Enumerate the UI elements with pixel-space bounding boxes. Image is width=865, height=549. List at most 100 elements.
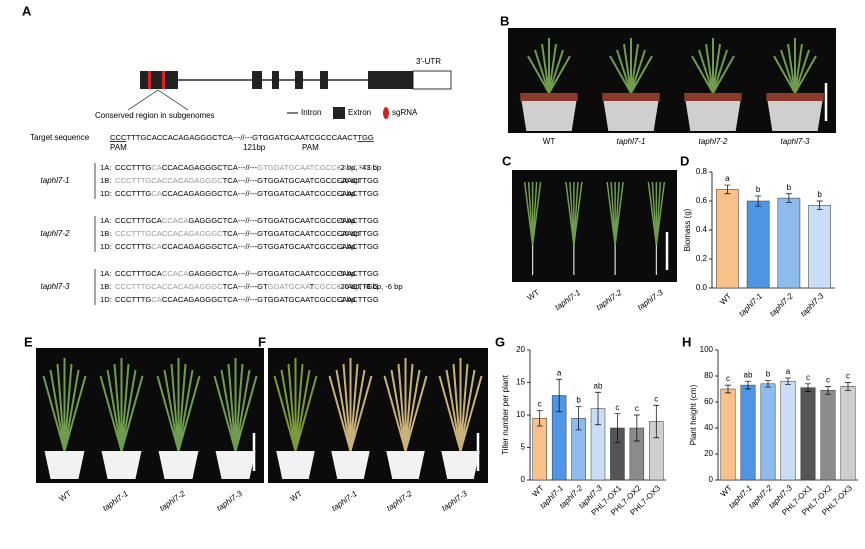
leaf xyxy=(113,363,123,452)
sequence: CCCTTTGCACCACAGAGGGCTCA---//---GTGGATGCA… xyxy=(115,189,379,198)
bar xyxy=(716,189,739,289)
genome-label: 1D: xyxy=(100,189,112,198)
leaf xyxy=(220,369,237,452)
edit-note: -26 bp xyxy=(338,229,360,238)
sequence-segment: CA xyxy=(151,242,162,251)
sequence-segment: TCA---//---GTGGATGCAATCGCCCAACTTGG xyxy=(223,176,379,185)
leaf xyxy=(404,363,414,452)
leaf xyxy=(280,369,297,452)
leaf xyxy=(234,375,258,452)
leaf xyxy=(705,43,714,94)
error-bar xyxy=(725,384,731,394)
bar xyxy=(780,380,796,481)
genotype-label: WT xyxy=(289,489,304,504)
y-tick-label: 20 xyxy=(704,449,713,458)
edit-note: -2 bp, -43 bp xyxy=(338,163,381,172)
sequence: CCCTTTGCACCACAGAGGGCTCA---//---GTGGATGCA… xyxy=(115,163,379,172)
sequence-segment: CCC xyxy=(110,133,127,142)
genotype-label: taphl7-1 xyxy=(330,489,359,513)
sequence-segment: CCACAGAGGGCTCA---//---GTGGATGCAATCGCCCAA… xyxy=(162,189,379,198)
sequence: CCCTTTGCACCACAGAGGGCTCA---//---GTGGATGCA… xyxy=(115,242,379,251)
error-bar xyxy=(755,195,762,207)
group-label: taphl7-2 xyxy=(41,229,70,238)
genome-label: 1A: xyxy=(100,163,111,172)
significance-letter: b xyxy=(766,370,771,379)
genome-label: 1D: xyxy=(100,242,112,251)
edit-note: -2 bp xyxy=(338,189,355,198)
significance-letter: b xyxy=(576,396,581,405)
sequence-segment: GAGGGCTCA---//---GTGGATGCAATCGCCCAACTTGG xyxy=(188,269,378,278)
leaf xyxy=(780,49,796,94)
sequence-segment: CA xyxy=(151,163,162,172)
edit-note: -5 bp xyxy=(338,269,355,278)
significance-letter: ab xyxy=(594,381,603,390)
panel-label: D xyxy=(680,153,689,168)
genotype-label: WT xyxy=(526,288,541,303)
leaf xyxy=(773,55,796,94)
pot xyxy=(44,451,85,479)
y-tick-label: 100 xyxy=(700,345,714,354)
panel-label: A xyxy=(22,3,32,18)
leaf xyxy=(156,375,180,452)
pot xyxy=(684,93,742,131)
exon xyxy=(140,71,178,89)
y-tick-label: 5 xyxy=(521,443,526,452)
y-tick-label: 0.4 xyxy=(696,225,708,234)
genotype-label: taphl7-3 xyxy=(215,489,244,513)
leaf xyxy=(534,49,550,94)
pot xyxy=(276,451,315,479)
error-bar xyxy=(575,406,582,431)
y-tick-label: 60 xyxy=(704,397,713,406)
leaf xyxy=(56,363,66,452)
leaf xyxy=(459,369,476,452)
error-bar xyxy=(816,200,823,211)
sequence-segment: CCACAGAGGGCTCA---//--- xyxy=(162,163,258,172)
sequence-segment: GAGGGCTCA---//---GTGGATGCAATCGCCCAACTTGG xyxy=(188,216,378,225)
leaf xyxy=(630,49,646,94)
bar xyxy=(777,197,801,289)
sequence-segment: CCCTTTG xyxy=(115,242,151,251)
target-label: Target sequence xyxy=(30,133,90,142)
leaf xyxy=(99,375,123,452)
panel-label: B xyxy=(500,13,509,28)
leaf xyxy=(445,369,462,452)
sequence-segment: GTGGATGCAATCGCCCAACTTGG xyxy=(257,163,379,172)
error-bar xyxy=(653,404,660,439)
genome-label: 1A: xyxy=(100,216,111,225)
leaf xyxy=(630,55,653,94)
leaf xyxy=(609,55,632,94)
significance-letter: c xyxy=(615,403,619,412)
y-tick-label: 0 xyxy=(521,475,526,484)
bar xyxy=(820,390,836,481)
leaf xyxy=(459,375,483,452)
callout xyxy=(127,89,159,111)
sequence-segment: CCCTTTGCACCACAGAGGGC xyxy=(115,176,223,185)
genotype-label: taphl7-3 xyxy=(440,489,469,513)
y-axis-label: Tiller number per plant xyxy=(501,374,510,455)
error-bar xyxy=(724,184,731,195)
soil xyxy=(766,93,824,101)
edit-note: -5 bp xyxy=(338,216,355,225)
sequence: CCCTTTGCACCACAGAGGGCTCA---//---GTGGATGCA… xyxy=(115,176,379,185)
leaf xyxy=(459,363,469,452)
group-label: taphl7-3 xyxy=(41,282,70,291)
genome-label: 1B: xyxy=(100,176,111,185)
leaf xyxy=(623,43,632,94)
significance-letter: c xyxy=(826,376,830,385)
sequence-segment: CCACA xyxy=(162,269,190,278)
panel-label: E xyxy=(24,334,33,349)
significance-letter: c xyxy=(538,400,542,409)
legend-exon xyxy=(333,107,345,119)
error-bar xyxy=(765,380,771,388)
sequence-segment: T xyxy=(310,282,315,291)
legend-label: Extron xyxy=(348,108,371,117)
genotype-label: taphl7-2 xyxy=(595,288,624,312)
pot xyxy=(158,451,199,479)
leaf xyxy=(787,43,796,94)
leaf xyxy=(794,43,803,94)
panel-label: F xyxy=(258,334,266,349)
y-tick-label: 20 xyxy=(516,345,525,354)
panel-label: H xyxy=(682,334,691,349)
genotype-label: taphl7-1 xyxy=(101,489,130,513)
